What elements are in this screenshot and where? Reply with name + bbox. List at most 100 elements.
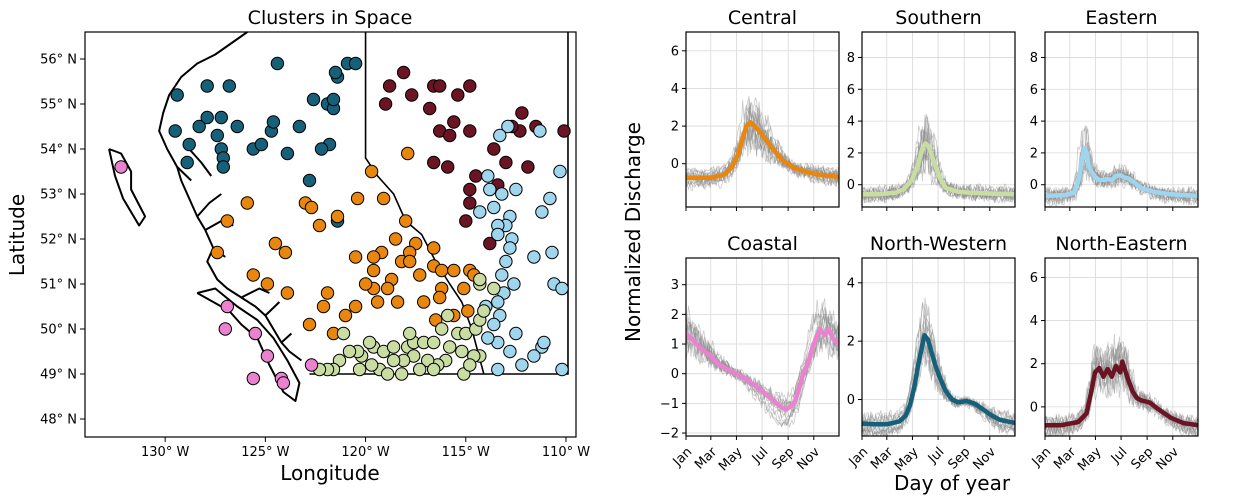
- x-tick-label: Mar: [868, 444, 896, 472]
- map-point-eastern: [487, 200, 501, 215]
- map-point-central: [461, 304, 475, 318]
- station-trace: [1045, 344, 1198, 435]
- map-point-coastal: [218, 322, 233, 336]
- map-point-central: [364, 164, 379, 179]
- map-point-central: [268, 236, 283, 251]
- map-y-tick-label: 52° N: [40, 233, 77, 248]
- map-point-central: [316, 299, 331, 314]
- y-tick-label: 0: [671, 157, 679, 172]
- panel-title: Eastern: [1085, 7, 1157, 29]
- map-y-tick-label: 48° N: [40, 413, 77, 428]
- map-x-label: Longitude: [280, 461, 379, 485]
- map-point-central: [278, 245, 293, 260]
- map-point-central: [350, 191, 365, 206]
- y-tick-label: −1: [660, 397, 679, 412]
- map-point-north-western: [192, 119, 206, 134]
- map-point-north-eastern: [463, 79, 477, 93]
- map-point-eastern: [491, 295, 505, 309]
- map-point-central: [304, 200, 319, 215]
- mean-line-north-western: [862, 333, 1015, 427]
- map-point-southern: [336, 326, 351, 341]
- x-tick-label: Jul: [1108, 445, 1130, 467]
- x-tick-label: Jul: [749, 445, 771, 467]
- y-tick-label: 6: [1030, 271, 1038, 286]
- map-point-southern: [362, 335, 377, 350]
- map-point-central: [220, 214, 235, 228]
- map-vancouver-island: [196, 287, 301, 402]
- map-haida-gwaii: [108, 148, 147, 227]
- map-point-north-western: [200, 79, 214, 93]
- mean-line-eastern: [1045, 145, 1198, 199]
- map-point-southern: [342, 344, 357, 359]
- map-point-eastern: [473, 205, 487, 219]
- map-x-tick-label: 120° W: [341, 445, 389, 460]
- map-point-southern: [394, 367, 409, 381]
- map-point-southern: [386, 353, 401, 368]
- map-y-tick-label: 55° N: [40, 98, 77, 113]
- map-point-coastal: [114, 160, 128, 174]
- map-point-north-western: [168, 124, 182, 138]
- map-y-tick-label: 51° N: [40, 278, 77, 293]
- map-point-north-western: [170, 88, 184, 102]
- station-trace: [862, 317, 1015, 436]
- map-point-north-eastern: [463, 124, 477, 138]
- panel-title: Southern: [895, 7, 981, 29]
- x-tick-label: Nov: [1153, 444, 1182, 473]
- map-point-central: [435, 263, 449, 278]
- map-point-eastern: [491, 227, 505, 242]
- map-point-eastern: [491, 362, 505, 377]
- map-point-central: [376, 191, 391, 206]
- station-trace: [686, 307, 839, 428]
- map-point-north-eastern: [396, 65, 411, 80]
- map-y-tick-label: 50° N: [40, 323, 77, 338]
- y-tick-label: 0: [1030, 178, 1038, 193]
- map-point-north-eastern: [521, 160, 535, 174]
- map-point-north-western: [254, 137, 269, 152]
- map-point-southern: [352, 362, 367, 377]
- map-point-central: [348, 250, 363, 264]
- map-point-north-eastern: [487, 142, 501, 156]
- map-point-eastern: [487, 317, 501, 332]
- map-point-central: [457, 281, 471, 296]
- map-point-eastern: [527, 349, 541, 363]
- map-point-southern: [443, 340, 457, 354]
- map-point-north-eastern: [423, 101, 437, 116]
- y-tick-label: 3: [671, 278, 679, 293]
- x-tick-label: Nov: [970, 444, 999, 473]
- map-point-coastal: [276, 376, 291, 390]
- map-point-eastern: [553, 164, 567, 179]
- map-point-coastal: [304, 358, 319, 372]
- x-tick-label: Sep: [769, 445, 797, 473]
- map-fjord: [196, 193, 222, 218]
- y-tick-label: 2: [1030, 357, 1038, 372]
- map-point-north-western: [200, 110, 214, 125]
- map-x-tick-label: 110° W: [542, 445, 590, 460]
- map-point-eastern: [555, 362, 569, 377]
- mean-line-central: [686, 120, 839, 181]
- y-tick-label: 8: [1030, 51, 1038, 66]
- map-point-eastern: [495, 187, 509, 201]
- y-tick-label: 6: [1030, 83, 1038, 98]
- x-tick-label: May: [716, 444, 746, 474]
- map-x-tick-label: 125° W: [241, 445, 289, 460]
- map-point-southern: [477, 304, 491, 318]
- map-coastline: [158, 31, 303, 362]
- y-tick-label: 2: [671, 308, 679, 323]
- map-point-north-western: [292, 119, 307, 134]
- map-point-eastern: [503, 344, 517, 359]
- y-tick-label: 0: [1030, 400, 1038, 415]
- map-point-central: [366, 263, 381, 278]
- map-point-central: [433, 290, 447, 305]
- map-point-southern: [403, 326, 417, 341]
- station-trace: [1045, 125, 1198, 204]
- x-tick-label: Sep: [945, 445, 973, 473]
- map-point-central: [302, 317, 317, 332]
- map-point-eastern: [483, 182, 497, 197]
- map-point-eastern: [493, 128, 507, 143]
- map-fjord: [176, 166, 192, 182]
- map-point-north-western: [270, 56, 285, 71]
- map-point-north-eastern: [557, 124, 571, 138]
- station-trace: [862, 132, 1015, 201]
